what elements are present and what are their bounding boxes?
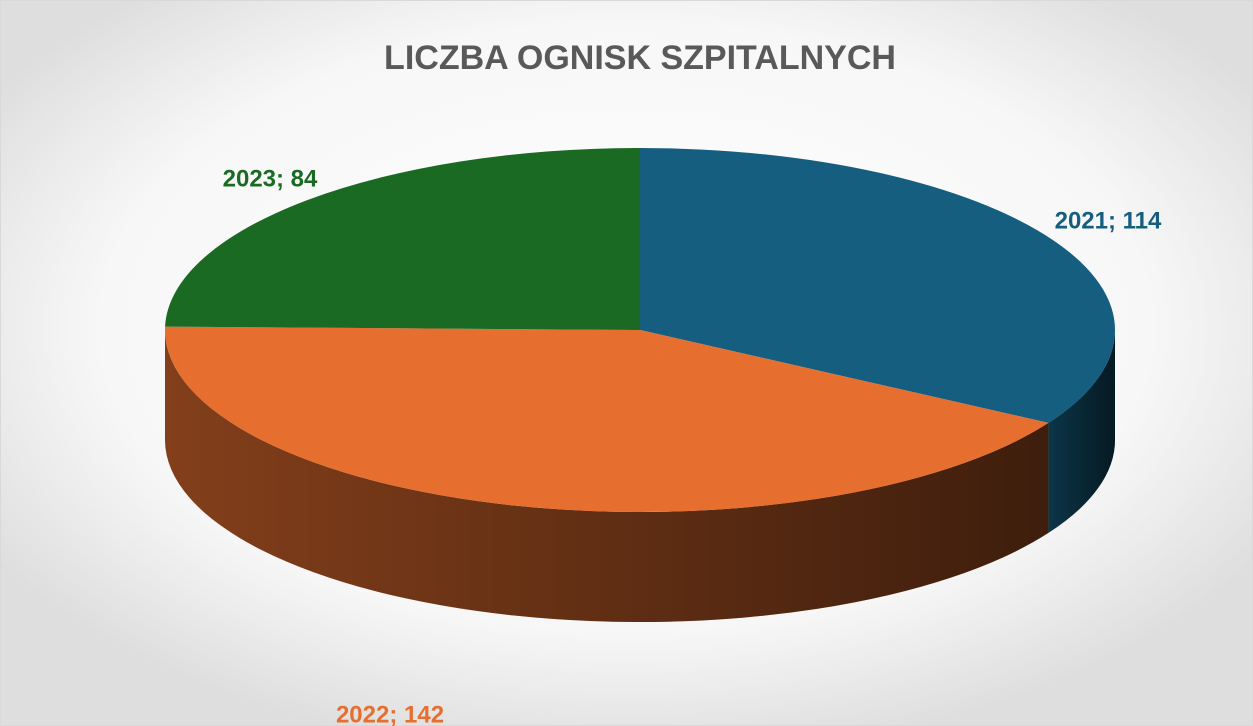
- slice: [164, 326, 1049, 512]
- data-label: 2021; 114: [1055, 207, 1162, 234]
- data-label: 2023; 84: [223, 165, 318, 192]
- slice: [165, 148, 640, 330]
- slice-side-shade: [165, 330, 1049, 622]
- data-label: 2022; 142: [336, 701, 444, 726]
- slice: [640, 148, 1115, 423]
- slice-side-shade: [1048, 330, 1115, 533]
- pie: [164, 148, 1115, 622]
- chart-title: LICZBA OGNISK SZPITALNYCH: [384, 39, 896, 77]
